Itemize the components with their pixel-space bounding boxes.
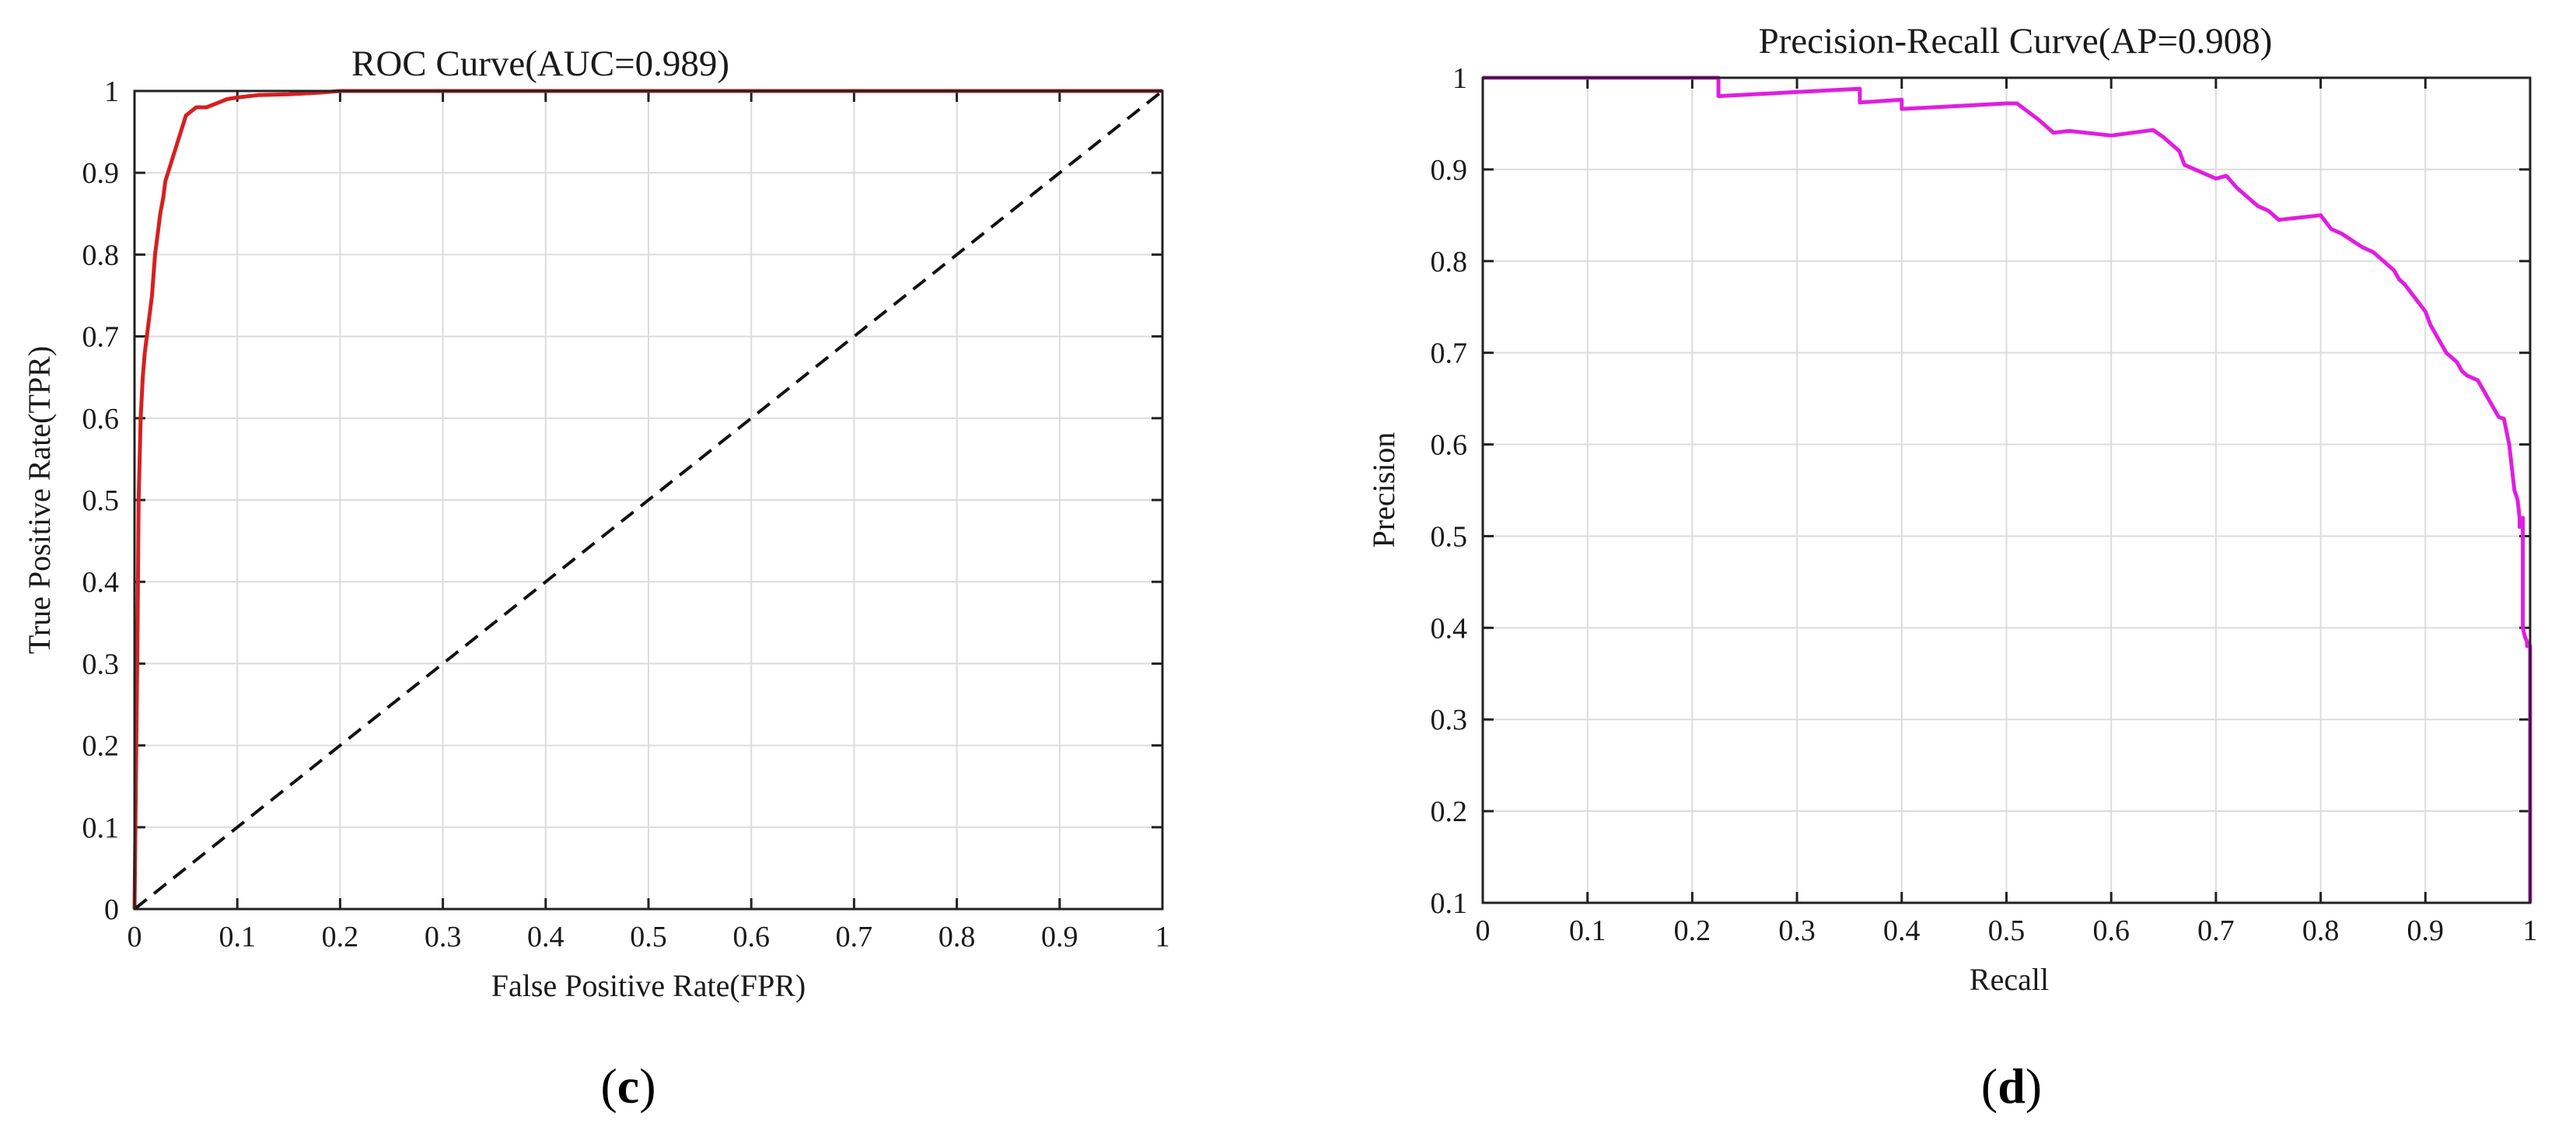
pr-y-tick-label: 0.6 <box>1431 429 1468 462</box>
pr-x-tick-label: 0.4 <box>1883 914 1921 947</box>
roc-axis-ticks: 0 0.1 0.2 0.3 0.4 0.5 0.6 0.7 0.8 0.9 1 0 0.1 0.2 0.3 0… <box>82 75 1170 953</box>
roc-y-tick-label: 0.1 <box>82 812 120 844</box>
pr-x-tick-label: 0.1 <box>1569 914 1606 947</box>
pr-y-tick-label: 0.7 <box>1431 337 1468 370</box>
roc-x-tick-label: 0.4 <box>527 921 564 953</box>
panel-label-c-letter: c <box>617 1058 639 1114</box>
pr-x-tick-label: 0.5 <box>1988 914 2025 947</box>
pr-y-tick-label: 0.9 <box>1431 154 1468 187</box>
pr-y-tick-label: 0.8 <box>1431 246 1468 278</box>
panel-label-c: (c) <box>600 1058 655 1114</box>
roc-x-tick-label: 0.5 <box>630 921 667 953</box>
pr-y-tick-label: 0.3 <box>1431 704 1468 736</box>
roc-y-tick-label: 0.3 <box>82 648 120 680</box>
pr-x-tick-label: 1 <box>2523 914 2538 947</box>
roc-y-tick-label: 0.6 <box>82 403 120 435</box>
pr-y-axis-label: Precision <box>1366 432 1401 548</box>
roc-x-tick-label: 1 <box>1155 921 1170 953</box>
roc-x-tick-label: 0.7 <box>836 921 873 953</box>
roc-x-tick-label: 0.1 <box>218 921 256 953</box>
roc-chart-title: ROC Curve(AUC=0.989) <box>351 44 729 84</box>
pr-x-tick-label: 0.2 <box>1674 914 1711 947</box>
pr-x-tick-label: 0.3 <box>1778 914 1816 947</box>
pr-grid <box>1483 78 2530 903</box>
panel-label-d: (d) <box>1981 1058 2042 1114</box>
roc-y-tick-label: 1 <box>104 75 119 108</box>
pr-x-tick-label: 0.9 <box>2407 914 2445 947</box>
roc-chart: ROC Curve(AUC=0.989) 0 0.1 0.2 0.3 0.4 0.5 0.6… <box>22 44 1170 1114</box>
roc-x-tick-label: 0.8 <box>938 921 976 953</box>
pr-y-tick-label: 0.2 <box>1431 796 1468 828</box>
roc-y-tick-label: 0 <box>104 893 119 926</box>
roc-y-tick-label: 0.5 <box>82 484 120 517</box>
roc-reference-diagonal-line <box>133 89 1164 911</box>
pr-chart: Precision-Recall Curve(AP=0.908) 0 0.1 0.2… <box>1366 21 2538 1114</box>
pr-y-tick-label: 0.4 <box>1431 612 1468 645</box>
pr-x-axis-label: Recall <box>1970 962 2049 997</box>
pr-series <box>1483 75 2532 903</box>
pr-curve-line <box>1483 75 2532 903</box>
roc-x-tick-label: 0.6 <box>732 921 770 953</box>
roc-plot-frame <box>133 89 1164 911</box>
pr-x-tick-label: 0.7 <box>2197 914 2235 947</box>
roc-y-axis-label: True Positive Rate(TPR) <box>22 346 57 654</box>
roc-x-tick-label: 0 <box>128 921 142 953</box>
pr-y-tick-label: 0.1 <box>1431 887 1468 920</box>
panel-label-d-letter: d <box>1998 1058 2025 1114</box>
pr-y-tick-label: 1 <box>1452 62 1467 95</box>
roc-x-tick-label: 0.9 <box>1041 921 1078 953</box>
roc-x-tick-label: 0.3 <box>425 921 462 953</box>
pr-x-tick-label: 0.6 <box>2092 914 2130 947</box>
pr-axis-ticks: 0 0.1 0.2 0.3 0.4 0.5 0.6 0.7 0.8 0.9 10.10.20.30.… <box>1431 62 2538 947</box>
roc-x-tick-label: 0.2 <box>322 921 359 953</box>
pr-y-tick-label: 0.5 <box>1431 520 1468 553</box>
pr-chart-title: Precision-Recall Curve(AP=0.908) <box>1759 21 2273 61</box>
pr-plot-frame <box>1481 76 2532 904</box>
roc-x-axis-label: False Positive Rate(FPR) <box>491 968 806 1003</box>
roc-y-tick-label: 0.2 <box>82 730 120 763</box>
roc-y-tick-label: 0.8 <box>82 239 120 271</box>
roc-y-tick-label: 0.9 <box>82 157 120 190</box>
pr-x-tick-label: 0.8 <box>2302 914 2340 947</box>
roc-y-tick-label: 0.7 <box>82 321 120 354</box>
pr-x-tick-label: 0 <box>1476 914 1491 947</box>
roc-y-tick-label: 0.4 <box>82 566 120 599</box>
